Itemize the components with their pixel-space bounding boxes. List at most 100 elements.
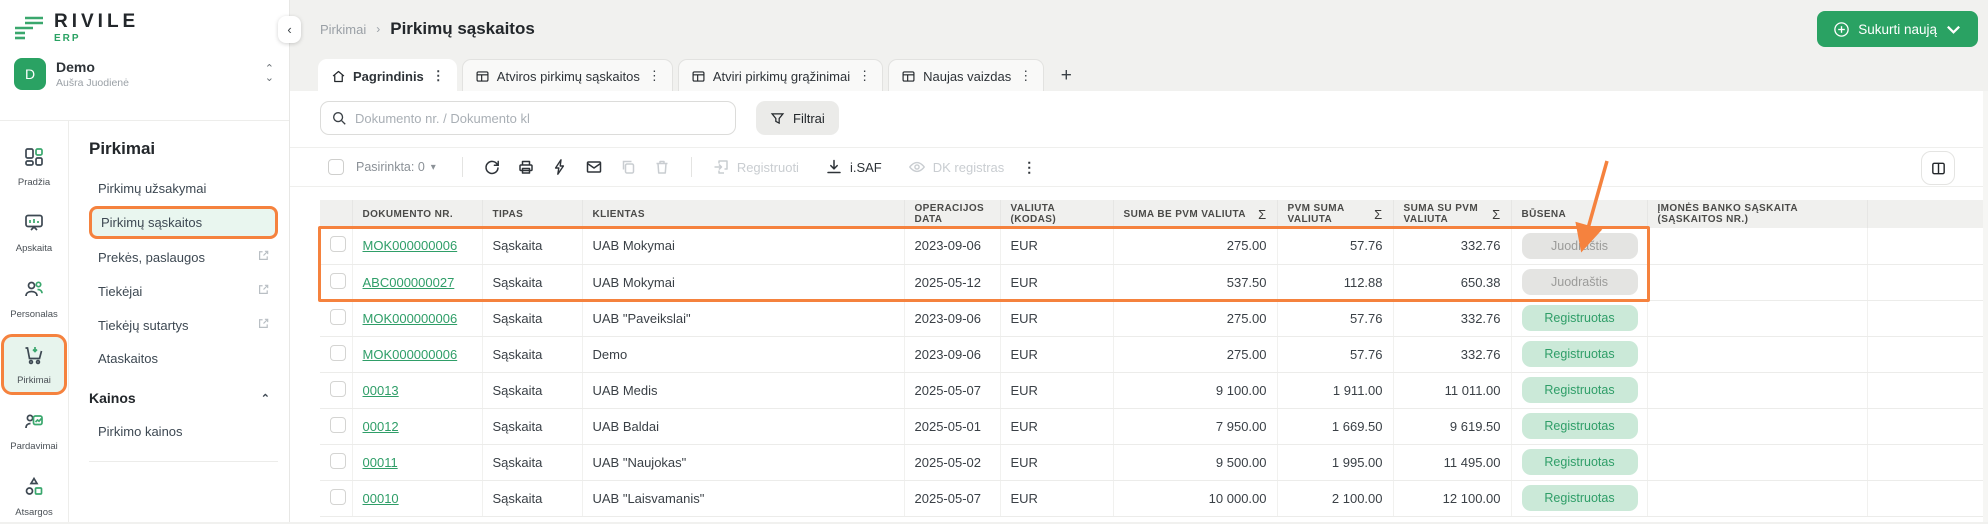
filters-button[interactable]: Filtrai [756,101,839,135]
tab[interactable]: Atviri pirkimų grąžinimai ⋮ [677,59,884,92]
rail-item-atsargos[interactable]: Atsargos [4,469,64,524]
delete-button[interactable] [645,154,679,180]
cell-valiuta: EUR [1000,480,1114,517]
cell-valiuta: EUR [1000,444,1114,481]
cell-tipas: Sąskaita [482,228,583,265]
column-settings-button[interactable] [1921,151,1955,185]
cell-busena: Juodraštis [1511,228,1648,265]
document-link[interactable]: 00010 [362,490,399,506]
document-link[interactable]: ABC000000027 [362,274,455,290]
cell-extra [1867,408,1984,445]
sidebar-item[interactable]: Pirkimų užsakymai [98,181,207,196]
status-badge: Registruotas [1521,305,1638,331]
dashboard-icon [23,146,45,173]
column-header-tipas[interactable]: TIPAS [482,200,583,228]
sum-icon[interactable]: Σ [1492,206,1501,222]
row-checkbox[interactable] [330,236,346,253]
cell-doc: 00011 [352,444,483,481]
email-button[interactable] [577,154,611,180]
column-header-valiuta[interactable]: VALIUTA (KODAS) [1000,200,1114,228]
refresh-button[interactable] [475,154,509,180]
search-box[interactable] [320,101,736,135]
row-checkbox[interactable] [330,344,346,361]
layout-icon [901,69,916,84]
rail-item-pardavimai[interactable]: Pardavimai [4,403,64,458]
rail-item-pradžia[interactable]: Pradžia [4,139,64,194]
cell-check [320,336,353,373]
register-button[interactable]: Registruoti [704,154,807,180]
tab-menu-icon[interactable]: ⋮ [858,68,872,83]
status-badge: Registruotas [1521,413,1638,439]
column-header-pvm_suma[interactable]: PVM SUMA VALIUTA Σ [1277,200,1394,228]
printer-icon [519,160,533,174]
user-switcher[interactable]: D Demo Aušra Juodienė ⌃ ⌄ [14,58,274,90]
row-checkbox[interactable] [330,308,346,325]
status-badge: Registruotas [1521,449,1638,475]
status-badge: Juodraštis [1521,232,1638,259]
sum-icon[interactable]: Σ [1258,206,1267,222]
cell-klientas: UAB Mokymai [582,228,905,265]
print-button[interactable] [509,154,543,180]
tab[interactable]: Atviros pirkimų sąskaitos ⋮ [461,59,673,92]
document-link[interactable]: MOK000000006 [362,310,458,326]
tab-menu-icon[interactable]: ⋮ [1019,68,1033,83]
quick-action-button[interactable] [543,154,577,180]
cell-check [320,300,353,337]
document-link[interactable]: 00013 [362,382,399,398]
cell-valiuta: EUR [1000,228,1114,265]
document-link[interactable]: MOK000000006 [362,346,458,362]
create-new-button[interactable]: Sukurti naują [1817,11,1978,47]
tab[interactable]: Pagrindinis ⋮ [318,59,457,92]
sum-icon[interactable]: Σ [1374,206,1383,222]
tab[interactable]: Naujas vaizdas ⋮ [888,59,1045,92]
tab-menu-icon[interactable]: ⋮ [431,68,445,83]
column-header-busena[interactable]: BŪSENA [1511,200,1648,228]
column-header-doc[interactable]: DOKUMENTO NR. [352,200,483,228]
more-actions-button[interactable]: ⋮ [1022,158,1037,175]
row-checkbox[interactable] [330,416,346,433]
rail-item-personalas[interactable]: Personalas [4,271,64,326]
dk-register-button[interactable]: DK registras [900,154,1013,180]
cell-doc: 00013 [352,372,483,409]
breadcrumb-parent[interactable]: Pirkimai [320,21,367,37]
sidebar-item[interactable]: Tiekėjai [89,275,278,307]
row-checkbox[interactable] [330,380,346,397]
lightning-icon [554,159,564,175]
row-checkbox[interactable] [330,488,346,505]
column-header-bankas[interactable]: ĮMONĖS BANKO SĄSKAITA (SĄSKAITOS NR.) [1647,200,1868,228]
board-icon [23,212,45,239]
columns-icon [1931,162,1945,174]
sidebar-collapse-button[interactable]: ‹ [278,16,301,43]
isaf-export-button[interactable]: i.SAF [817,154,890,180]
avatar: D [14,58,46,90]
rail-item-apskaita[interactable]: Apskaita [4,205,64,260]
copy-button[interactable] [611,154,645,180]
rail-item-pirkimai[interactable]: Pirkimai [1,334,67,395]
search-input[interactable] [355,110,725,126]
breadcrumb: Pirkimai › Pirkimų sąskaitos [320,0,535,58]
column-header-data[interactable]: OPERACIJOS DATA [904,200,1001,228]
tab-menu-icon[interactable]: ⋮ [647,68,661,83]
sidebar-item[interactable]: Pirkimo kainos [98,424,183,439]
add-tab-button[interactable]: + [1060,64,1072,86]
column-header-suma_su_pvm[interactable]: SUMA SU PVM VALIUTA Σ [1393,200,1512,228]
sidebar-section-kainos[interactable]: Kainos ⌃ [89,376,278,416]
user-caret-icon[interactable]: ⌃ ⌄ [264,63,274,84]
sidebar-item[interactable]: Prekės, paslaugos [89,241,278,273]
row-checkbox[interactable] [330,272,346,289]
sidebar-item[interactable]: Tiekėjų sutartys [89,309,278,341]
row-checkbox[interactable] [330,452,346,469]
sidebar-item[interactable]: Pirkimų sąskaitos [89,206,278,239]
column-header-suma_be_pvm[interactable]: SUMA BE PVM VALIUTA Σ [1113,200,1278,228]
document-link[interactable]: 00012 [362,418,399,434]
cell-tipas: Sąskaita [482,300,583,337]
sidebar-item[interactable]: Ataskaitos [98,351,158,366]
cell-valiuta: EUR [1000,408,1114,445]
cell-pvm_suma: 1 669.50 [1277,408,1394,445]
document-link[interactable]: 00011 [362,454,398,470]
select-all-checkbox[interactable] [328,159,344,175]
selection-caret-icon[interactable]: ▾ [430,161,436,173]
sidebar-items: Pirkimų užsakymai Pirkimų sąskaitos Prekės… [89,173,278,374]
column-header-klientas[interactable]: KLIENTAS [582,200,905,228]
document-link[interactable]: MOK000000006 [362,238,458,254]
